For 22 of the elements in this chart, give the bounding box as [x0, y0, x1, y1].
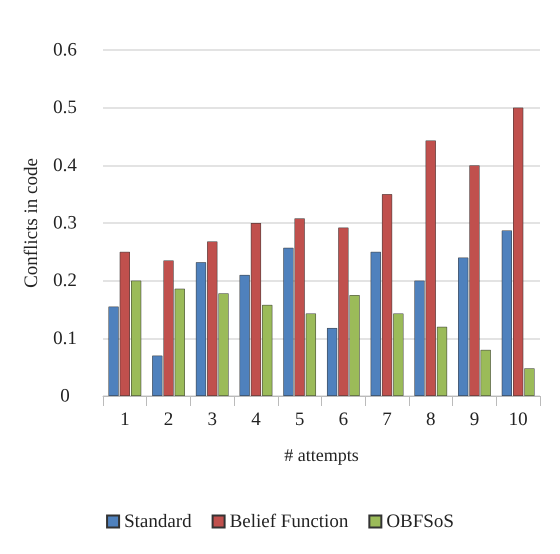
y-tick-label: 0.4	[53, 154, 78, 176]
x-tick-label: 3	[208, 409, 217, 430]
legend-label: Standard	[124, 511, 192, 532]
x-tick-label: 9	[470, 409, 480, 430]
y-tick-label: 0.6	[53, 40, 77, 60]
x-tick-label: 2	[164, 409, 174, 430]
x-tick-label: 8	[426, 409, 436, 430]
x-tick-label: 4	[251, 409, 262, 430]
y-tick-label: 0	[60, 386, 70, 406]
y-tick-label: 0.1	[53, 328, 77, 349]
x-tick-label: 7	[382, 409, 392, 430]
legend-label: Belief Function	[230, 511, 349, 532]
legend-label: OBFSoS	[386, 511, 454, 532]
y-tick-label: 0.2	[53, 270, 77, 292]
y-tick-label: 0.5	[53, 97, 77, 118]
x-tick-label: 1	[120, 409, 130, 430]
x-tick-label: 10	[508, 409, 528, 430]
y-axis-title: Conflicts in code	[21, 158, 42, 288]
x-tick-label: 5	[294, 409, 304, 430]
x-axis-title: # attempts	[284, 445, 359, 465]
x-tick-label: 6	[338, 409, 348, 430]
y-tick-label: 0.3	[53, 212, 77, 234]
